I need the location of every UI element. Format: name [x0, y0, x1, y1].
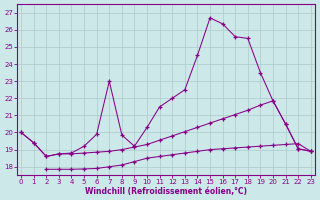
X-axis label: Windchill (Refroidissement éolien,°C): Windchill (Refroidissement éolien,°C)	[85, 187, 247, 196]
